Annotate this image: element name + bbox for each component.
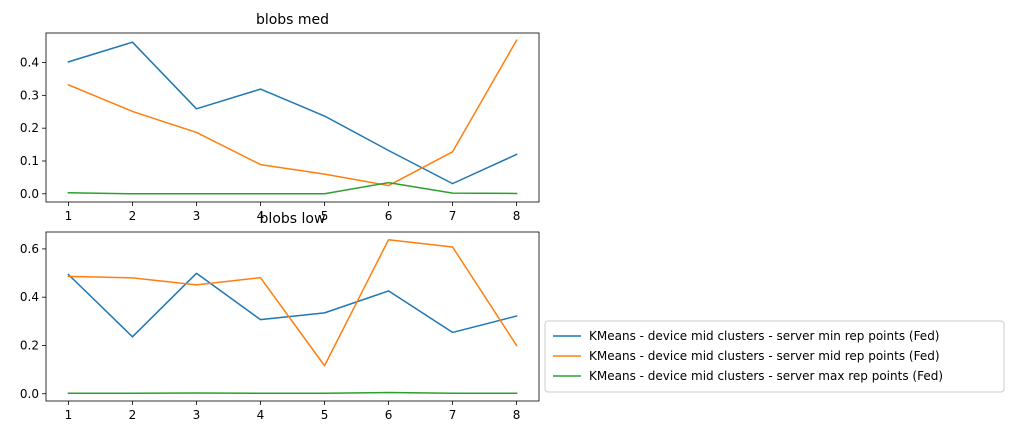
x-tick-label: 5	[321, 209, 329, 223]
legend-entry: KMeans - device mid clusters - server ma…	[553, 369, 943, 383]
x-tick-label: 1	[65, 209, 73, 223]
y-tick-label: 0.2	[20, 338, 39, 352]
y-tick-label: 0.0	[20, 387, 39, 401]
x-tick-label: 4	[257, 408, 265, 422]
x-tick-label: 6	[385, 209, 393, 223]
legend-entry: KMeans - device mid clusters - server mi…	[553, 349, 940, 363]
axes-frame	[45, 32, 540, 203]
y-tick-label: 0.4	[20, 290, 39, 304]
x-tick-label: 2	[129, 209, 137, 223]
y-tick-label: 0.6	[20, 242, 39, 256]
series-line-1	[67, 272, 518, 338]
x-tick-label: 2	[129, 408, 137, 422]
x-tick-label: 7	[449, 209, 457, 223]
x-tick-label: 5	[321, 408, 329, 422]
x-tick-label: 7	[449, 408, 457, 422]
subplot-1: 1 2 3 4 5 6 7 8 0.0 0.1 0.2 0.3 0.4 blobs med	[20, 12, 540, 223]
legend-label: KMeans - device mid clusters - server ma…	[589, 369, 943, 383]
y-tick-label: 0.0	[20, 187, 39, 201]
subplot-title: blobs med	[256, 12, 329, 28]
legend-entry: KMeans - device mid clusters - server mi…	[553, 329, 940, 343]
x-tick-label: 6	[385, 408, 393, 422]
plots: 1 2 3 4 5 6 7 8 0.0 0.1 0.2 0.3 0.4 blobs med 1 2 3 4 5 6 7 8…	[20, 12, 540, 422]
y-tick-label: 0.2	[20, 121, 39, 135]
subplot-2: 1 2 3 4 5 6 7 8 0.0 0.2 0.4 0.6 blobs low	[20, 211, 540, 422]
series-line-1	[67, 41, 518, 185]
series-line-3	[67, 391, 518, 395]
x-tick-label: 4	[257, 209, 265, 223]
y-tick-label: 0.4	[20, 56, 39, 70]
subplot-title: blobs low	[260, 211, 326, 227]
legend-box	[544, 320, 1005, 393]
x-tick-label: 1	[65, 408, 73, 422]
series-line-3	[67, 181, 518, 195]
y-tick-label: 0.1	[20, 154, 39, 168]
y-tick-label: 0.3	[20, 88, 39, 102]
x-tick-label: 8	[513, 209, 521, 223]
series-line-2	[67, 39, 518, 187]
legend: KMeans - device mid clusters - server mi…	[544, 320, 1005, 393]
x-tick-label: 8	[513, 408, 521, 422]
axes-frame	[45, 231, 540, 402]
x-tick-label: 3	[193, 408, 201, 422]
series-line-2	[67, 238, 518, 367]
legend-label: KMeans - device mid clusters - server mi…	[589, 349, 940, 363]
x-tick-label: 3	[193, 209, 201, 223]
legend-label: KMeans - device mid clusters - server mi…	[589, 329, 940, 343]
